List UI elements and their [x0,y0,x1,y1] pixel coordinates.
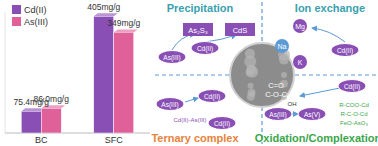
arrow [185,98,198,102]
graphic: BC75.4mg/g86.0mg/gSFC405mg/g349mg/gCd(II… [0,0,378,146]
product-box [183,23,213,36]
small-label: FeO-AsO₃ [340,120,368,126]
ion-node [208,117,236,130]
small-label: Cd(II)-As(III) [174,117,207,123]
bar [41,108,61,133]
node-label: As₂S₃ [188,26,208,35]
arrow [292,114,298,115]
arrow [205,35,236,42]
product-box [225,23,255,36]
small-label: R-COO-Cd [339,102,369,108]
quadrant-title: Precipitation [167,2,234,14]
bars [21,13,138,133]
bar-top [94,13,118,16]
node-label: Mg [295,23,305,31]
small-label: OH [288,101,297,107]
ion-node [293,55,307,69]
texture [248,83,254,89]
ion-node [293,19,307,33]
bar [21,111,41,133]
quadrant-title: Oxidation/Complexation [255,132,378,144]
quadrant-title: Ion exchange [295,2,365,14]
node-label: As(III) [161,101,178,109]
node-label: Cd(II) [204,93,220,101]
texture [246,69,254,77]
arrow [312,28,345,42]
ion-node [298,108,326,121]
bar-top [114,29,138,32]
legend-swatch [12,17,21,26]
data-label: 349mg/g [107,18,140,28]
y-axis [5,12,6,133]
texture [248,89,256,97]
ion-node [264,108,292,121]
data-label: 405mg/g [87,2,120,12]
small-label: R-C-O-Cd [341,111,368,117]
x-tick-label: BC [35,135,48,145]
texture [245,49,255,59]
texture [246,66,258,78]
bar [114,32,134,133]
sem-image [230,43,294,107]
arrow [300,88,340,96]
legend-label: As(III) [24,17,48,27]
legend-label: Cd(II) [24,5,47,15]
ion-node [156,98,184,111]
node-label: Cd(II) [197,45,213,53]
node-label: Cd(II) [344,83,360,91]
data-label: 86.0mg/g [34,94,70,104]
node-label: As(III) [269,111,286,119]
node-label: As(III) [163,54,180,62]
ion-node [191,42,219,55]
ion-node [331,44,359,57]
bar [94,16,114,133]
node-label: Cd(II) [214,120,230,128]
node-label: Cd(II) [337,47,353,55]
ion-node [198,90,226,103]
node-label: As(V) [304,111,320,119]
node-label: Na [278,43,287,50]
legend-swatch [12,5,21,14]
ion-node [158,51,186,64]
ion-node [338,80,366,93]
group-label: C-O-C [265,90,287,99]
ion-node [275,39,289,53]
texture [281,72,287,78]
x-tick-label: SFC [105,135,124,145]
node-label: K [298,59,303,66]
texture [249,91,255,97]
texture [279,55,289,65]
group-label: C=O [268,81,284,90]
node-label: CdS [233,26,248,35]
quadrant-title: Ternary complex [151,132,239,144]
